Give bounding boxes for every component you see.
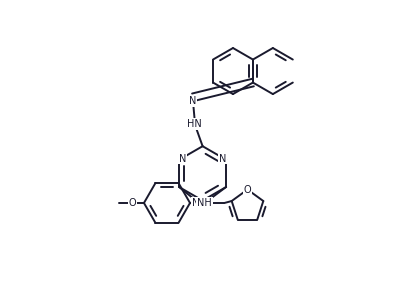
- Text: NH: NH: [191, 198, 206, 208]
- Text: N: N: [199, 198, 206, 208]
- Text: O: O: [129, 198, 137, 208]
- Text: N: N: [189, 96, 197, 106]
- Text: HN: HN: [187, 119, 202, 129]
- Text: O: O: [244, 185, 251, 194]
- Text: N: N: [219, 153, 226, 163]
- Text: N: N: [179, 153, 186, 163]
- Text: NH: NH: [197, 198, 212, 208]
